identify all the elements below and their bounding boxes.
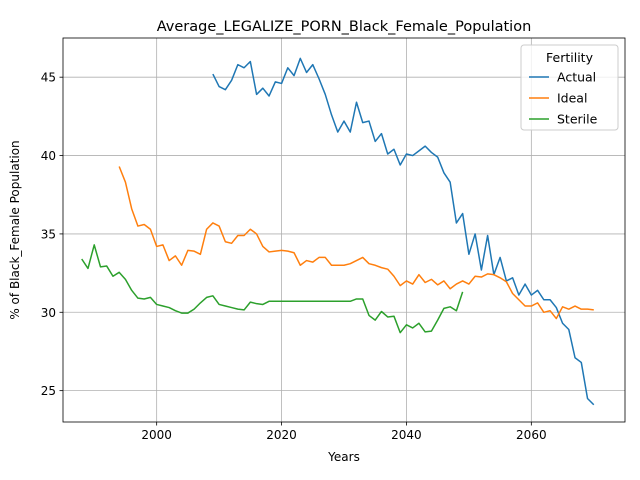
legend: Fertility Actual Ideal Sterile bbox=[520, 44, 619, 131]
y-axis-label: % of Black_Female Population bbox=[8, 140, 22, 319]
series-line-sterile bbox=[81, 244, 464, 334]
plot-frame bbox=[62, 37, 626, 423]
y-tick-label: 45 bbox=[41, 71, 56, 85]
x-axis-label: Years bbox=[327, 450, 360, 464]
x-tick-label: 2020 bbox=[266, 428, 297, 442]
series-lines bbox=[81, 57, 595, 406]
legend-label-actual: Actual bbox=[557, 70, 596, 85]
y-tick-label: 40 bbox=[41, 149, 56, 163]
legend-label-sterile: Sterile bbox=[557, 112, 598, 127]
x-axis-ticks: 2000 2020 2040 2060 bbox=[141, 422, 547, 442]
legend-title: Fertility bbox=[546, 50, 594, 65]
y-tick-label: 35 bbox=[41, 227, 56, 241]
series-line-actual bbox=[212, 57, 595, 406]
legend-label-ideal: Ideal bbox=[557, 91, 587, 106]
x-tick-label: 2060 bbox=[516, 428, 547, 442]
x-tick-label: 2040 bbox=[391, 428, 422, 442]
y-tick-label: 25 bbox=[41, 384, 56, 398]
chart-title: Average_LEGALIZE_PORN_Black_Female_Popul… bbox=[157, 19, 532, 35]
legend-items: Actual Ideal Sterile bbox=[529, 70, 598, 127]
y-axis-ticks: 25 30 35 40 45 bbox=[41, 71, 63, 398]
series-line-ideal bbox=[118, 166, 594, 320]
x-tick-label: 2000 bbox=[141, 428, 172, 442]
legend-box bbox=[520, 44, 619, 131]
y-tick-label: 30 bbox=[41, 306, 56, 320]
